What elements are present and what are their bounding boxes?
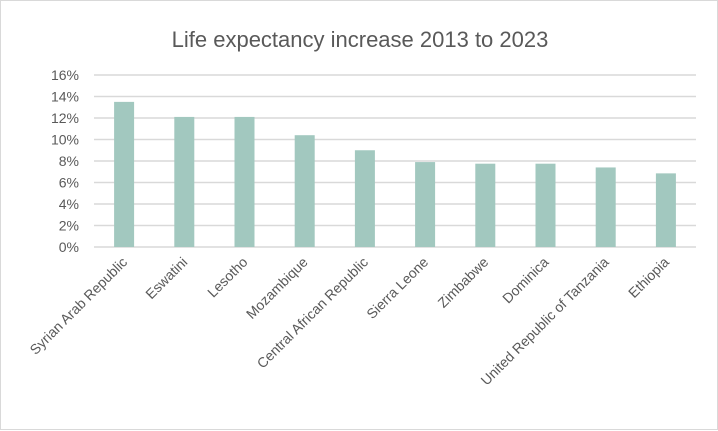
chart-title: Life expectancy increase 2013 to 2023 xyxy=(172,27,549,52)
bar xyxy=(114,101,135,247)
bar xyxy=(294,135,315,247)
x-tick-label: Dominica xyxy=(499,254,552,307)
bar xyxy=(174,116,195,247)
y-tick-label: 14% xyxy=(51,89,79,105)
bar xyxy=(475,163,496,247)
y-tick-label: 10% xyxy=(51,132,79,148)
bar xyxy=(415,162,436,247)
y-tick-label: 2% xyxy=(59,218,79,234)
bar xyxy=(535,163,556,247)
bar xyxy=(354,150,375,247)
x-tick-label: Zimbabwe xyxy=(434,254,491,311)
bar xyxy=(595,167,616,247)
x-tick-label: Lesotho xyxy=(204,254,251,301)
x-tick-label: Sierra Leone xyxy=(363,254,431,322)
y-tick-label: 0% xyxy=(59,239,79,255)
x-tick-label: United Republic of Tanzania xyxy=(477,254,612,389)
y-tick-label: 12% xyxy=(51,110,79,126)
y-tick-label: 6% xyxy=(59,175,79,191)
y-tick-label: 16% xyxy=(51,67,79,83)
y-tick-label: 4% xyxy=(59,196,79,212)
bar xyxy=(234,116,255,247)
x-tick-label: Central African Republic xyxy=(254,254,372,372)
bar xyxy=(655,173,676,247)
x-tick-label: Ethiopia xyxy=(625,254,672,301)
x-tick-label: Eswatini xyxy=(142,254,190,302)
y-tick-label: 8% xyxy=(59,153,79,169)
x-tick-label: Syrian Arab Republic xyxy=(26,254,130,358)
